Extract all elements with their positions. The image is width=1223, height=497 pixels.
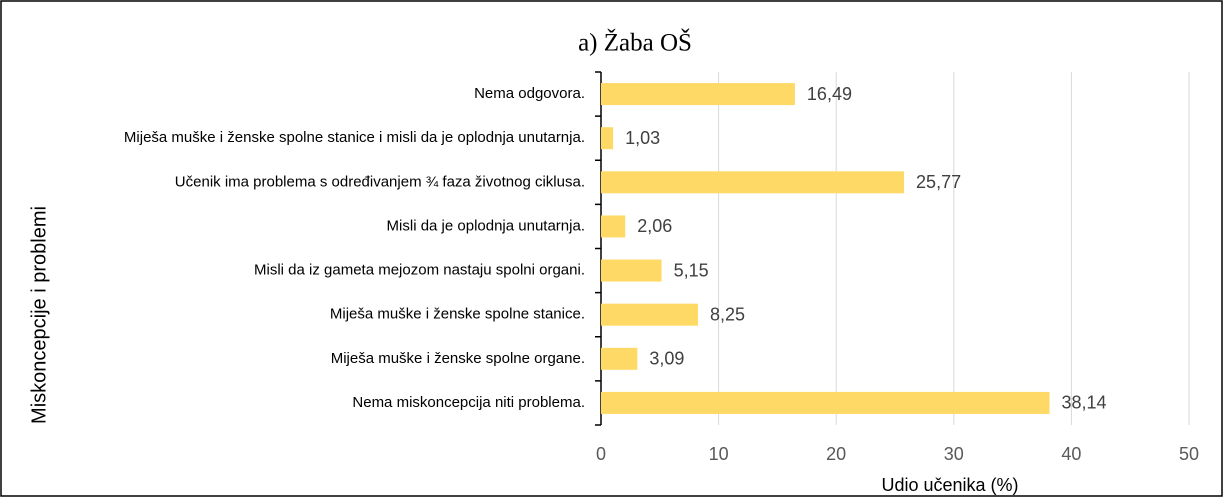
data-label: 2,06	[637, 216, 672, 236]
y-tick-label: Miješa muške i ženske spolne stanice i m…	[124, 129, 585, 146]
data-label: 8,25	[710, 304, 745, 324]
x-tick-label: 40	[1061, 444, 1081, 464]
bar	[601, 127, 614, 150]
y-tick-label: Misli da je oplodnja unutarnja.	[387, 217, 585, 234]
data-label: 38,14	[1062, 393, 1107, 413]
bar	[601, 303, 699, 326]
x-axis-label: Udio učenika (%)	[881, 475, 1018, 495]
chart-title: a) Žaba OŠ	[578, 28, 692, 57]
data-label: 16,49	[807, 84, 852, 104]
bar	[601, 83, 795, 106]
x-tick-label: 50	[1179, 444, 1199, 464]
x-tick-label: 20	[826, 444, 846, 464]
y-axis-label: Miskoncepcije i problemi	[28, 206, 50, 424]
bar	[601, 347, 638, 370]
y-tick-label: Učenik ima problema s određivanjem ¾ faz…	[175, 173, 585, 190]
data-label: 25,77	[916, 172, 961, 192]
x-tick-label: 0	[596, 444, 606, 464]
x-tick-label: 10	[709, 444, 729, 464]
bar	[601, 259, 662, 282]
data-label: 5,15	[674, 260, 709, 280]
data-label: 1,03	[625, 128, 660, 148]
y-tick-label: Nema odgovora.	[474, 85, 585, 102]
x-tick-label: 30	[944, 444, 964, 464]
bar	[601, 215, 626, 238]
y-tick-label: Misli da iz gameta mejozom nastaju spoln…	[254, 262, 585, 279]
y-tick-label: Miješa muške i ženske spolne stanice.	[330, 306, 585, 323]
bar	[601, 391, 1050, 414]
bar	[601, 171, 905, 194]
data-label: 3,09	[649, 349, 684, 369]
y-tick-label: Nema miskoncepcija niti problema.	[352, 394, 585, 411]
y-tick-label: Miješa muške i ženske spolne organe.	[331, 350, 585, 367]
